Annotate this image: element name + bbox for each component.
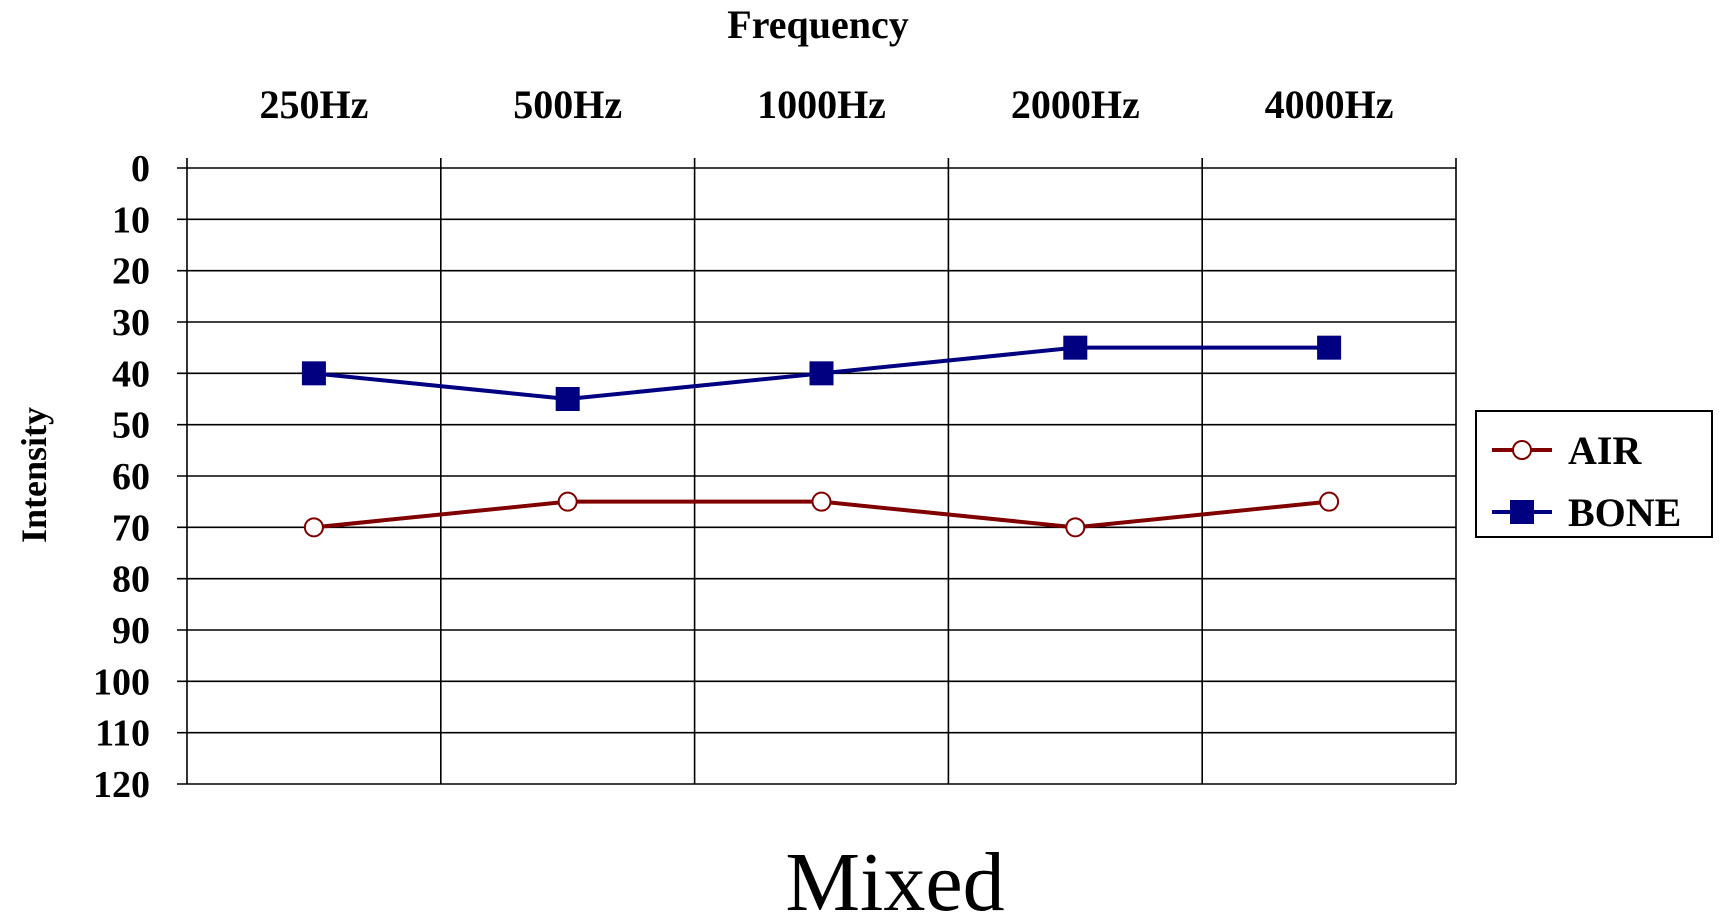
legend-marker-air	[1512, 440, 1532, 460]
data-point-bone	[1317, 335, 1342, 360]
y-tick-label: 40	[112, 353, 150, 395]
y-tick-label: 90	[112, 610, 150, 652]
x-tick-label: 4000Hz	[1265, 82, 1394, 127]
y-tick-label: 120	[93, 764, 150, 806]
y-tick-label: 100	[93, 661, 150, 703]
y-tick-label: 30	[112, 302, 150, 344]
chart-title: Frequency	[727, 2, 908, 47]
legend-marker-bone	[1510, 500, 1534, 524]
data-point-air	[1065, 517, 1086, 538]
x-tick-label: 500Hz	[513, 82, 622, 127]
legend: AIR BONE	[1475, 410, 1713, 538]
plot-area	[177, 158, 1457, 785]
data-point-bone	[301, 361, 326, 386]
series-layer	[301, 335, 1342, 538]
x-tick-labels: 250Hz 500Hz 1000Hz 2000Hz 4000Hz	[259, 82, 1393, 127]
chart-caption: Mixed	[785, 836, 1004, 914]
data-point-bone	[809, 361, 834, 386]
y-tick-label: 0	[131, 148, 150, 190]
data-point-air	[1319, 491, 1340, 512]
y-tick-label: 60	[112, 456, 150, 498]
y-tick-label: 110	[95, 713, 150, 755]
data-point-bone	[555, 387, 580, 411]
y-tick-label: 10	[112, 199, 150, 241]
data-point-air	[303, 517, 324, 538]
y-tick-label: 80	[112, 559, 150, 601]
y-axis-label: Intensity	[14, 407, 54, 543]
x-tick-label: 1000Hz	[757, 82, 886, 127]
x-tick-label: 250Hz	[259, 82, 368, 127]
data-point-bone	[1063, 335, 1088, 360]
y-tick-labels: 0 10 20 30 40 50 60 70 80 90 100 110 120	[93, 148, 150, 806]
y-tick-label: 20	[112, 251, 150, 293]
x-tick-label: 2000Hz	[1011, 82, 1140, 127]
data-point-air	[811, 491, 832, 512]
data-point-air	[557, 491, 578, 512]
legend-label-air: AIR	[1568, 428, 1642, 473]
legend-label-bone: BONE	[1568, 490, 1681, 535]
y-tick-label: 50	[112, 405, 150, 447]
y-tick-label: 70	[112, 507, 150, 549]
